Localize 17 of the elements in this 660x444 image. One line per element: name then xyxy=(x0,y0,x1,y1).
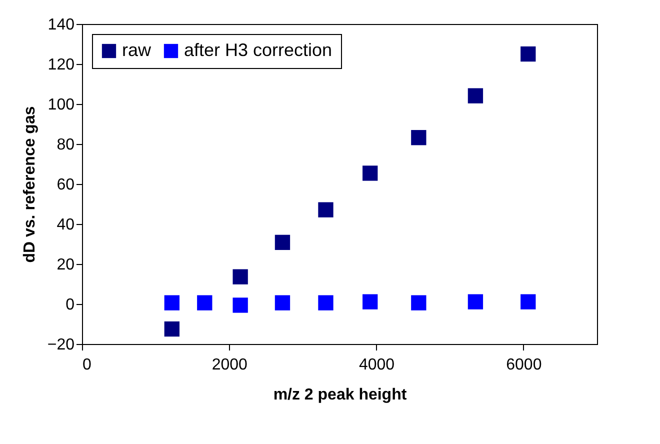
y-tick-label: 100 xyxy=(48,96,75,114)
x-tick-label: 4000 xyxy=(358,356,395,374)
y-tick-label: 120 xyxy=(48,56,75,74)
x-axis-title: m/z 2 peak height xyxy=(273,386,408,404)
y-tick-label: 80 xyxy=(56,136,75,154)
y-axis-title: dD vs. reference gas xyxy=(21,106,38,263)
y-tick-label: 0 xyxy=(66,296,75,314)
legend-label: raw xyxy=(122,40,152,60)
x-tick-label: 0 xyxy=(82,356,92,374)
y-tick-label: 40 xyxy=(56,216,75,234)
x-tick-label: 6000 xyxy=(506,356,542,374)
y-tick-label: −20 xyxy=(47,336,75,354)
x-tick-label: 2000 xyxy=(212,356,248,374)
y-tick-label: 60 xyxy=(56,176,75,194)
y-tick-label: 20 xyxy=(56,256,75,274)
y-tick-label: 140 xyxy=(48,16,75,34)
legend-label: after H3 correction xyxy=(184,40,332,60)
